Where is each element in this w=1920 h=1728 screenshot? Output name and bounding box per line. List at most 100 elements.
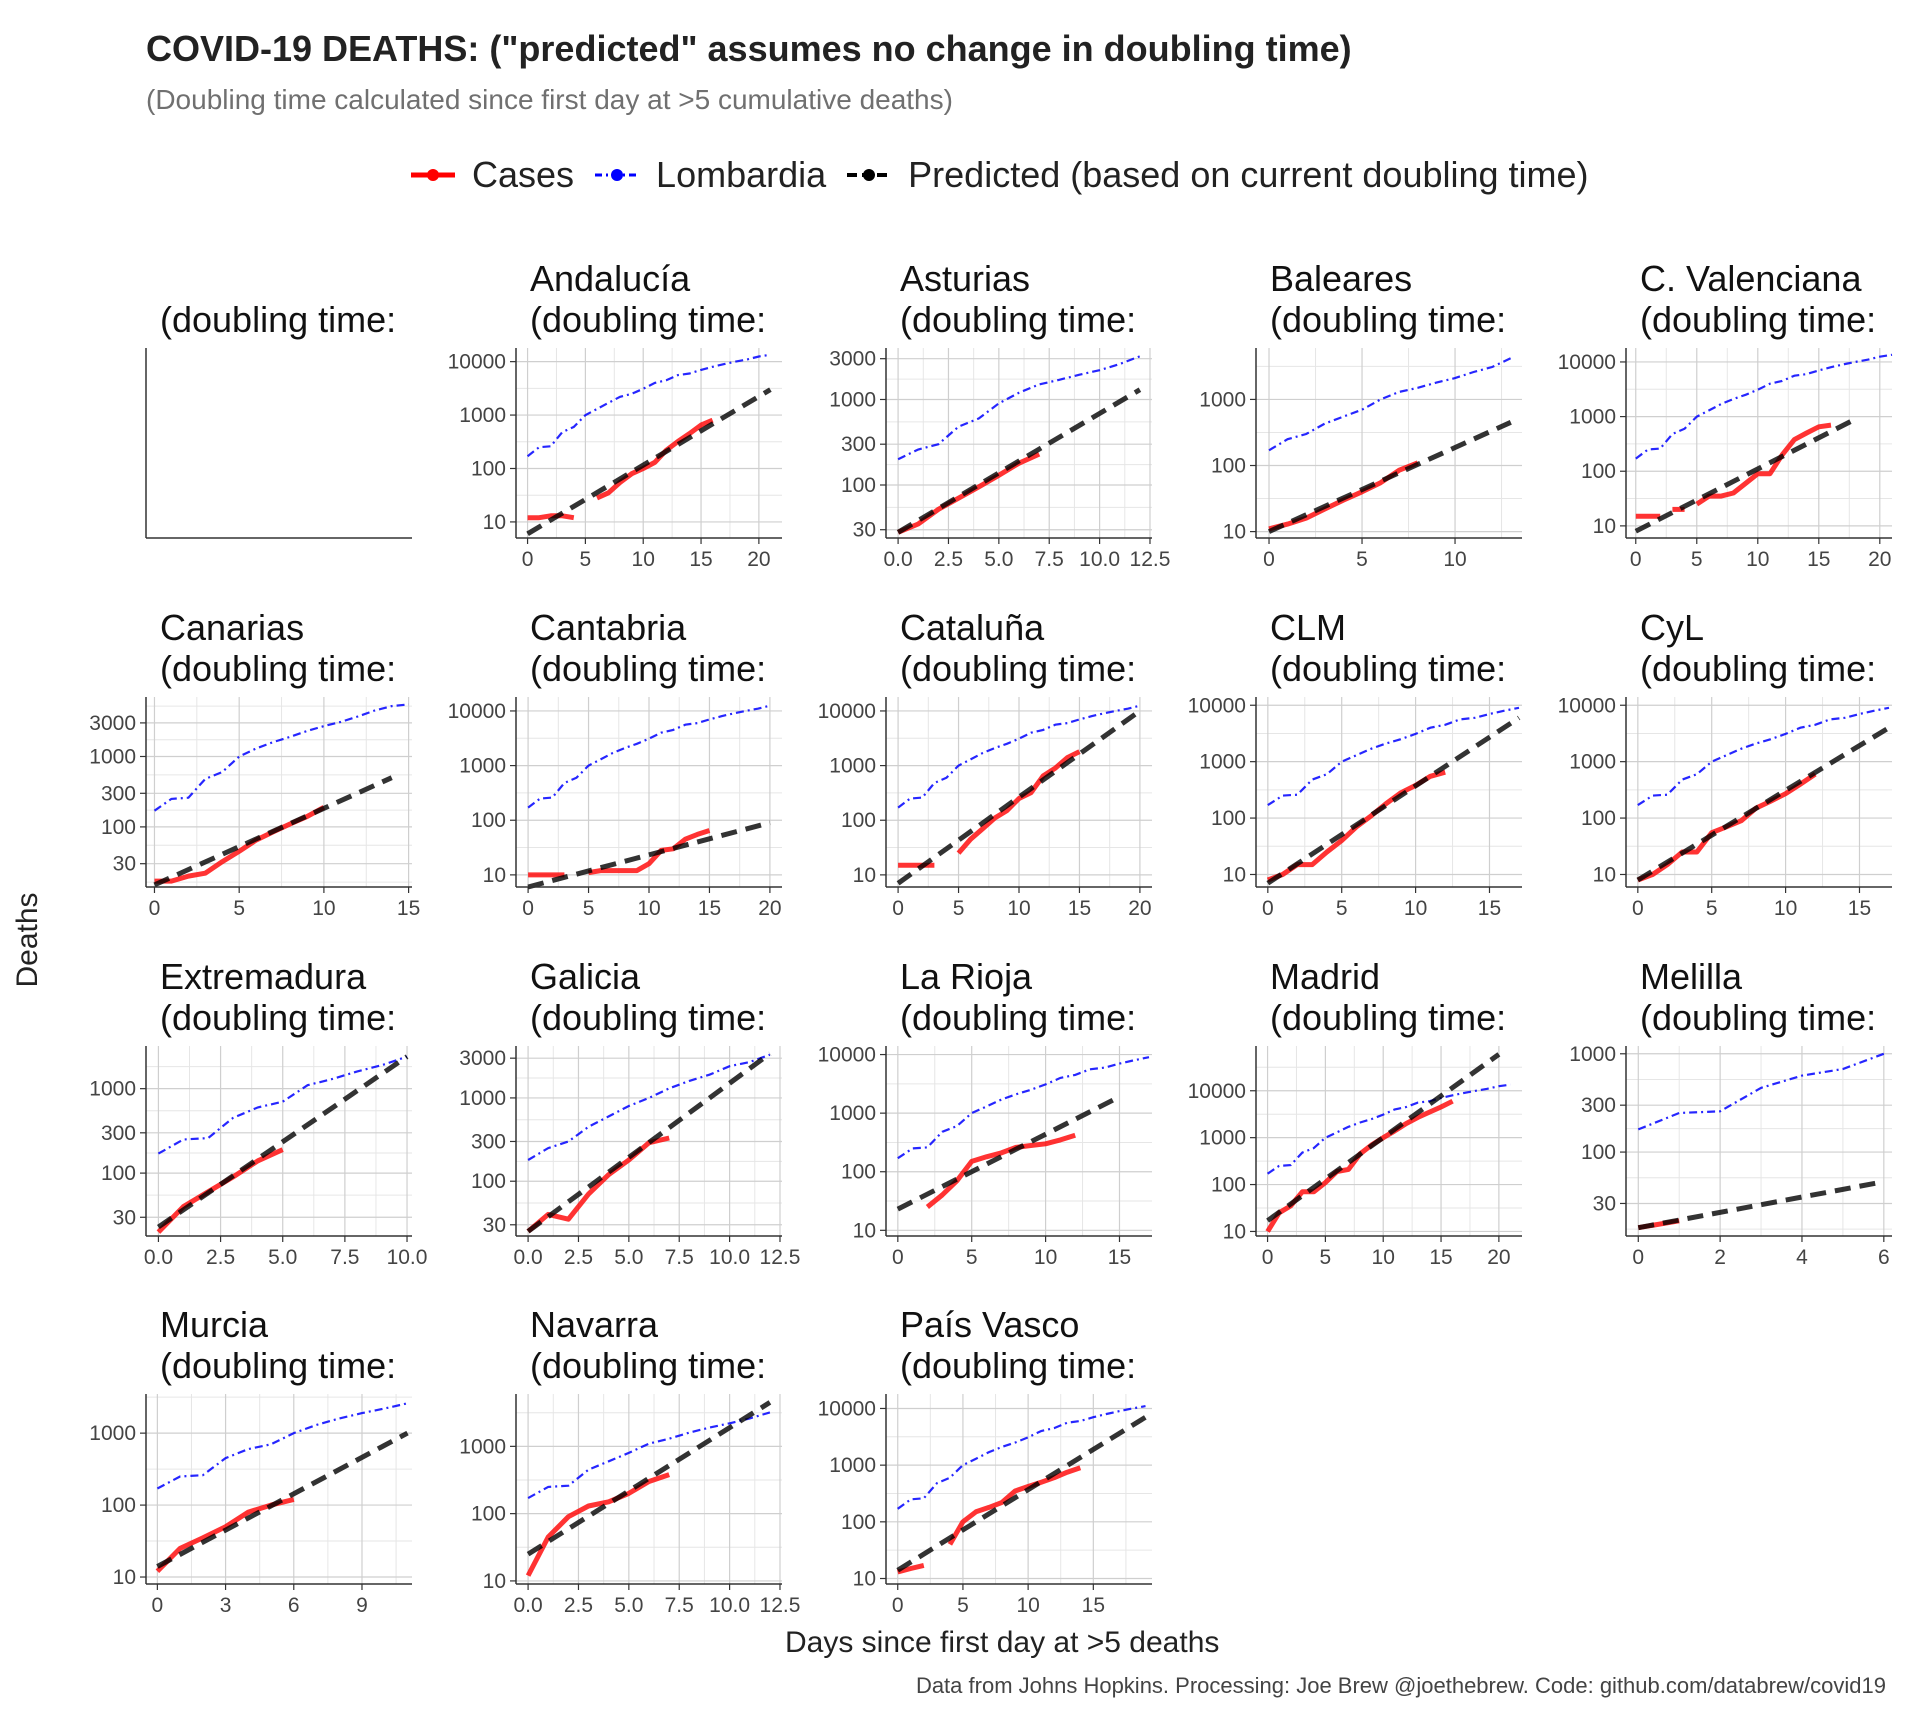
panel-title: Navarra (doubling time: [530, 1304, 802, 1386]
panel-title-region: Navarra [530, 1304, 659, 1345]
x-tick-label: 10.0 [709, 1246, 750, 1269]
cases-line [1265, 1098, 1454, 1233]
y-tick-label: 30 [1593, 1192, 1616, 1215]
panel-title-doubling: (doubling time: [900, 1345, 1137, 1386]
x-tick-label: 0 [522, 897, 534, 920]
y-tick-label: 1000 [459, 1087, 506, 1110]
y-tick-label: 10000 [1558, 694, 1616, 717]
panel-plot: 10 100 1000 0 5 10 [1199, 348, 1522, 571]
panel-title: Murcia (doubling time: [160, 1304, 432, 1386]
x-tick-label: 10 [1016, 1594, 1039, 1617]
panel-title-region: Cataluña [900, 607, 1045, 648]
panel-body: 10 100 1000 10000 0 5 10 15 20 [1558, 348, 1893, 571]
y-tick-label: 100 [1211, 455, 1246, 478]
x-tick-label: 12.5 [1130, 548, 1171, 571]
panel-title: Baleares (doubling time: [1270, 258, 1542, 340]
y-tick-label: 100 [101, 816, 136, 839]
legend-label-predicted: Predicted (based on current doubling tim… [908, 154, 1589, 195]
panel-title-region: La Rioja [900, 956, 1033, 997]
y-tick-label: 100 [101, 1494, 136, 1517]
cases-line [956, 749, 1081, 855]
panel-plot: 10 100 1000 10000 0 5 10 15 20 [1558, 348, 1893, 571]
panel-title-doubling: (doubling time: [160, 299, 397, 340]
panel-title: La Rioja (doubling time: [900, 956, 1172, 1038]
panel-title-region: C. Valenciana [1640, 258, 1862, 299]
cases-line [947, 1465, 1082, 1546]
panel-title-doubling: (doubling time: [160, 1345, 397, 1386]
x-tick-label: 0 [522, 548, 534, 571]
panel-title-doubling: (doubling time: [900, 299, 1137, 340]
cases-line [897, 1562, 925, 1575]
panel-title-doubling: (doubling time: [1640, 997, 1877, 1038]
panel-body: 30 100 300 1000 3000 0.0 2.5 5.0 7.5 10.0 12.5 [829, 348, 1170, 571]
x-tick-label: 5 [1706, 897, 1718, 920]
panel-body: 30 100 300 1000 0.0 2.5 5.0 7.5 10.0 [89, 1046, 427, 1269]
panel-plot: 10 100 1000 10000 0 5 10 15 20 [1188, 1046, 1522, 1269]
y-tick-label: 10000 [1558, 351, 1616, 374]
y-tick-label: 1000 [459, 404, 506, 427]
legend: Cases Lombardia Predicted (based on curr… [408, 150, 1589, 200]
y-tick-label: 30 [483, 1214, 506, 1237]
x-tick-label: 0.0 [513, 1246, 542, 1269]
panel-plot: 30 100 300 1000 0.0 2.5 5.0 7.5 10.0 [89, 1046, 427, 1269]
panel-title-doubling: (doubling time: [1270, 299, 1507, 340]
x-tick-label: 3 [220, 1594, 232, 1617]
predicted-line [1637, 1179, 1885, 1231]
y-tick-label: 1000 [829, 755, 876, 778]
panel-title-region: Murcia [160, 1304, 269, 1345]
panel-plot [145, 348, 412, 539]
y-tick-label: 1000 [829, 1102, 876, 1125]
y-tick-label: 1000 [1569, 406, 1616, 429]
legend-item-predicted: Predicted (based on current doubling tim… [844, 154, 1589, 196]
x-tick-label: 0 [1632, 897, 1644, 920]
predicted-line [1266, 715, 1521, 886]
y-tick-label: 3000 [829, 348, 876, 371]
predicted-line [896, 387, 1142, 535]
x-tick-label: 15 [1848, 897, 1871, 920]
lombardia-line [157, 1055, 408, 1155]
y-tick-label: 100 [1581, 460, 1616, 483]
x-tick-label: 5 [233, 897, 245, 920]
y-tick-label: 30 [853, 519, 876, 542]
panel-title: Andalucía (doubling time: [530, 258, 802, 340]
panel-title: Melilla (doubling time: [1640, 956, 1912, 1038]
predicted-line [896, 1094, 1121, 1212]
x-tick-label: 15 [1478, 897, 1501, 920]
cases-line [925, 1132, 1076, 1209]
panel-body: 10 100 1000 10000 0 5 10 15 20 [818, 697, 1152, 920]
x-tick-label: 0 [1632, 1246, 1644, 1269]
x-tick-label: 5.0 [268, 1246, 297, 1269]
x-tick-label: 0 [1262, 1246, 1274, 1269]
chart-title: COVID-19 DEATHS: ("predicted" assumes no… [146, 28, 1352, 69]
y-tick-label: 10000 [818, 700, 876, 723]
panel-title-region: Canarias [160, 607, 305, 648]
panel-plot: 10 100 1000 10000 0 5 10 15 20 [448, 697, 782, 920]
x-tick-label: 0.0 [144, 1246, 173, 1269]
x-tick-label: 6 [288, 1594, 300, 1617]
x-tick-label: 15 [698, 897, 721, 920]
panel-plot: 10 100 1000 0 3 6 9 [89, 1394, 412, 1617]
y-tick-label: 100 [1211, 807, 1246, 830]
predicted-line [153, 775, 393, 888]
y-tick-label: 10 [853, 1568, 876, 1591]
panel-title-doubling: (doubling time: [530, 997, 767, 1038]
x-tick-label: 15 [1068, 897, 1091, 920]
predicted-line [156, 1430, 409, 1569]
panel-title-doubling: (doubling time: [1270, 997, 1507, 1038]
y-tick-label: 1000 [1569, 751, 1616, 774]
lombardia-line [1637, 1052, 1885, 1131]
y-tick-label: 100 [1581, 1141, 1616, 1164]
x-tick-label: 10.0 [387, 1246, 428, 1269]
y-tick-label: 1000 [829, 388, 876, 411]
lombardia-line [527, 1411, 771, 1500]
x-tick-label: 10 [1443, 548, 1466, 571]
panel-title: Galicia (doubling time: [530, 956, 802, 1038]
x-tick-label: 9 [356, 1594, 368, 1617]
predicted-line [1266, 1052, 1501, 1223]
panel-title-region: CyL [1640, 607, 1705, 648]
y-tick-label: 300 [841, 433, 876, 456]
legend-key-predicted [847, 169, 892, 181]
y-tick-label: 100 [471, 1170, 506, 1193]
y-tick-label: 300 [1581, 1094, 1616, 1117]
panel-body: 10 100 1000 10000 0 5 10 15 [818, 1044, 1152, 1269]
